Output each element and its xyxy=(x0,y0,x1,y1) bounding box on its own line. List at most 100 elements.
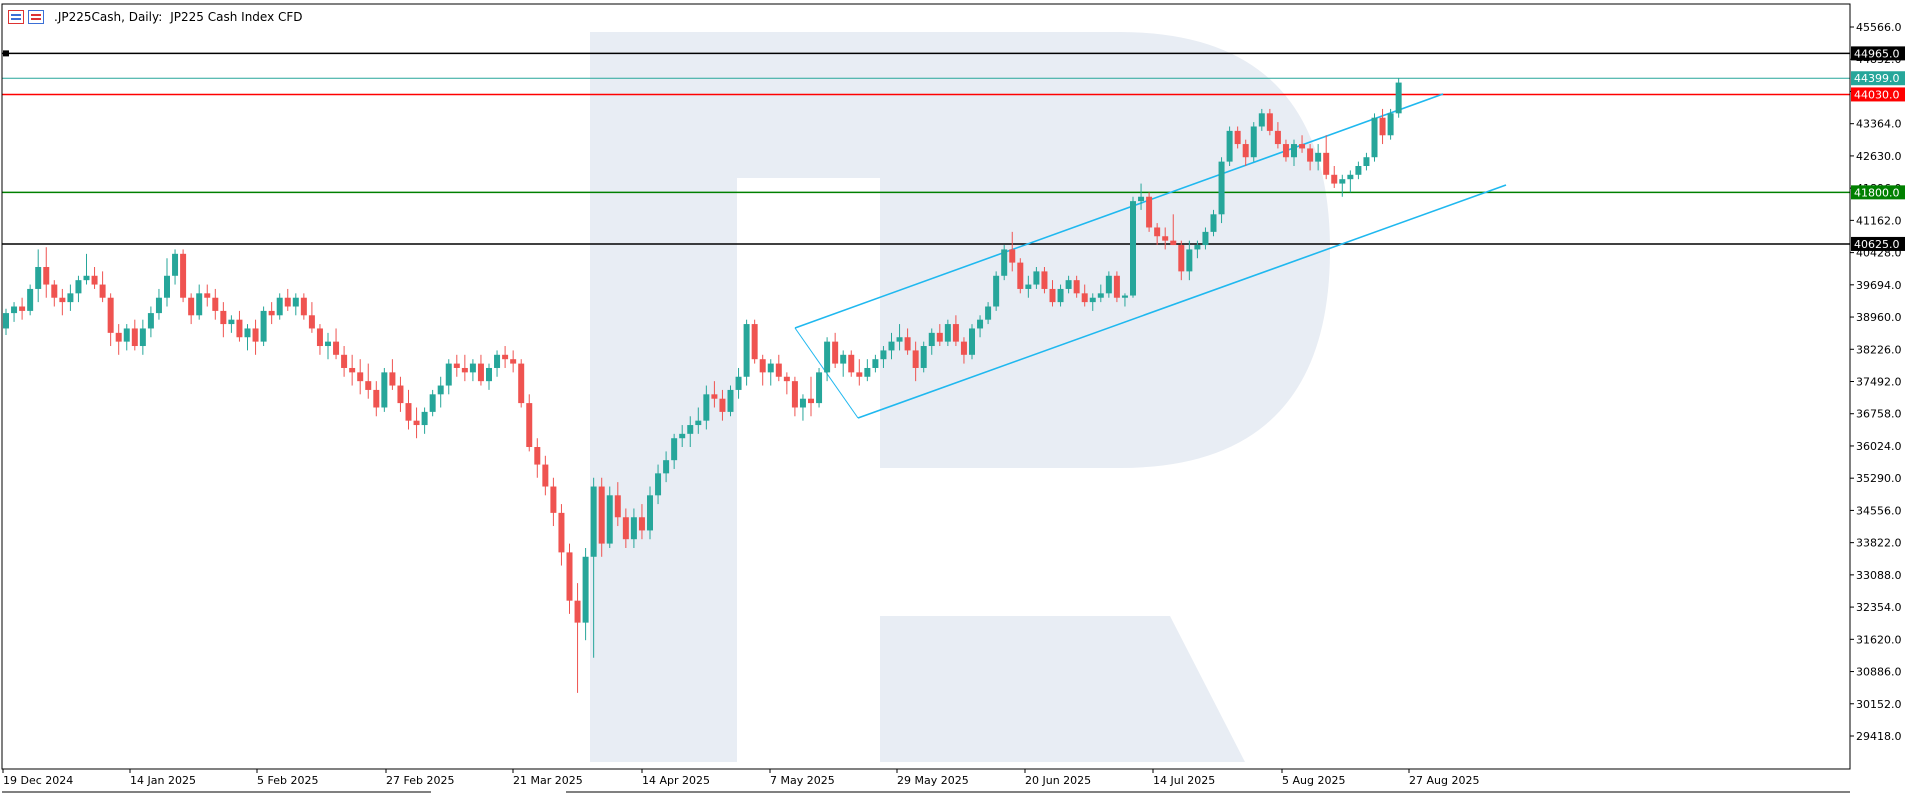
candle xyxy=(816,367,823,408)
candle xyxy=(622,508,629,548)
candle xyxy=(228,315,235,333)
candle-body xyxy=(139,328,146,347)
candle-body xyxy=(115,332,122,342)
candle xyxy=(566,543,573,614)
candle-body xyxy=(308,315,315,329)
candle xyxy=(1307,144,1314,171)
candle-body xyxy=(518,363,525,404)
candle xyxy=(292,293,299,316)
x-tick-label: 27 Feb 2025 xyxy=(386,774,454,787)
candle xyxy=(944,319,951,347)
candle-body xyxy=(1162,236,1169,241)
candle xyxy=(333,328,340,360)
candle xyxy=(1186,240,1193,281)
candle-body xyxy=(1065,280,1072,289)
candle xyxy=(791,376,798,417)
candle xyxy=(598,477,605,557)
candle-body xyxy=(381,372,388,408)
candle xyxy=(59,288,66,316)
candle xyxy=(349,354,356,386)
watermark-logo xyxy=(590,32,1330,762)
candle-body xyxy=(582,556,589,623)
y-tick-label: 31620.0 xyxy=(1856,633,1902,646)
candle xyxy=(11,302,18,322)
candle xyxy=(550,477,557,527)
level-tag-44965.0: 44965.0 xyxy=(1851,46,1905,61)
candle-body xyxy=(598,486,605,544)
chart-list-icon[interactable] xyxy=(8,10,24,24)
candle-body xyxy=(1105,275,1112,294)
candle-body xyxy=(1001,249,1008,276)
candle xyxy=(1282,139,1289,162)
candle-body xyxy=(1371,117,1378,158)
candle-body xyxy=(566,552,573,601)
candle xyxy=(775,354,782,382)
y-tick-label: 41162.0 xyxy=(1856,214,1902,227)
candle-body xyxy=(848,354,855,373)
candle-body xyxy=(1057,288,1064,303)
candle-body xyxy=(638,517,645,531)
candle xyxy=(1218,157,1225,224)
candle xyxy=(91,266,98,289)
time-axis[interactable]: 19 Dec 2024 14 Jan 2025 5 Feb 2025 27 Feb 2… xyxy=(2,769,1479,787)
candle-body xyxy=(413,420,420,426)
candle xyxy=(3,308,9,336)
level-price-tags: 44965.0 44399.0 44030.0 41800.0 40625.0 xyxy=(1851,46,1905,251)
candle-body xyxy=(977,319,984,329)
candle-body xyxy=(437,385,444,395)
candle xyxy=(204,284,211,307)
candle xyxy=(284,288,291,311)
candle-body xyxy=(469,363,476,373)
candle-body xyxy=(11,306,18,314)
candle-body xyxy=(1097,293,1104,298)
candle xyxy=(1387,108,1394,140)
candle xyxy=(1170,214,1177,246)
level-tag-bg xyxy=(1851,185,1905,200)
y-tick-label: 37492.0 xyxy=(1856,376,1902,389)
y-tick-label: 32354.0 xyxy=(1856,601,1902,614)
candle xyxy=(212,288,219,320)
y-tick-label: 38960.0 xyxy=(1856,311,1902,324)
candle-body xyxy=(695,420,702,426)
candle-body xyxy=(91,275,98,285)
candle-body xyxy=(1226,130,1233,162)
candle-body xyxy=(341,354,348,368)
x-tick-label: 5 Aug 2025 xyxy=(1282,774,1345,787)
candle xyxy=(316,324,323,355)
candle xyxy=(574,583,581,693)
candle xyxy=(1178,240,1185,281)
y-tick-label: 29418.0 xyxy=(1856,730,1902,743)
candle xyxy=(147,306,154,338)
candle-body xyxy=(244,328,251,338)
candle-body xyxy=(1154,227,1161,237)
x-tick-label: 14 Apr 2025 xyxy=(642,774,710,787)
candle-body xyxy=(1258,113,1265,127)
candle-body xyxy=(180,253,187,298)
candle xyxy=(276,293,283,320)
candle xyxy=(743,319,750,386)
chart-bars-icon[interactable] xyxy=(28,10,44,24)
candle-body xyxy=(880,350,887,360)
candle-body xyxy=(751,324,758,360)
channel-handle xyxy=(794,327,859,419)
price-axis[interactable]: 45566.044832.044098.043364.042630.041896… xyxy=(1850,21,1902,743)
candle xyxy=(155,288,162,320)
candle-body xyxy=(188,297,195,316)
plot-border xyxy=(1,3,1851,770)
candle xyxy=(840,350,847,377)
y-tick-label: 30152.0 xyxy=(1856,698,1902,711)
candle-body xyxy=(655,473,662,496)
candle-body xyxy=(83,275,90,281)
candle-body xyxy=(808,398,814,404)
candle xyxy=(1146,192,1153,232)
candle-body xyxy=(1121,295,1128,298)
candle-body xyxy=(397,385,404,404)
candle xyxy=(510,350,517,373)
candle-body xyxy=(775,363,782,377)
candle xyxy=(1049,280,1056,307)
candle xyxy=(711,381,718,408)
candle-body xyxy=(791,381,798,408)
x-tick-label: 21 Mar 2025 xyxy=(513,774,583,787)
